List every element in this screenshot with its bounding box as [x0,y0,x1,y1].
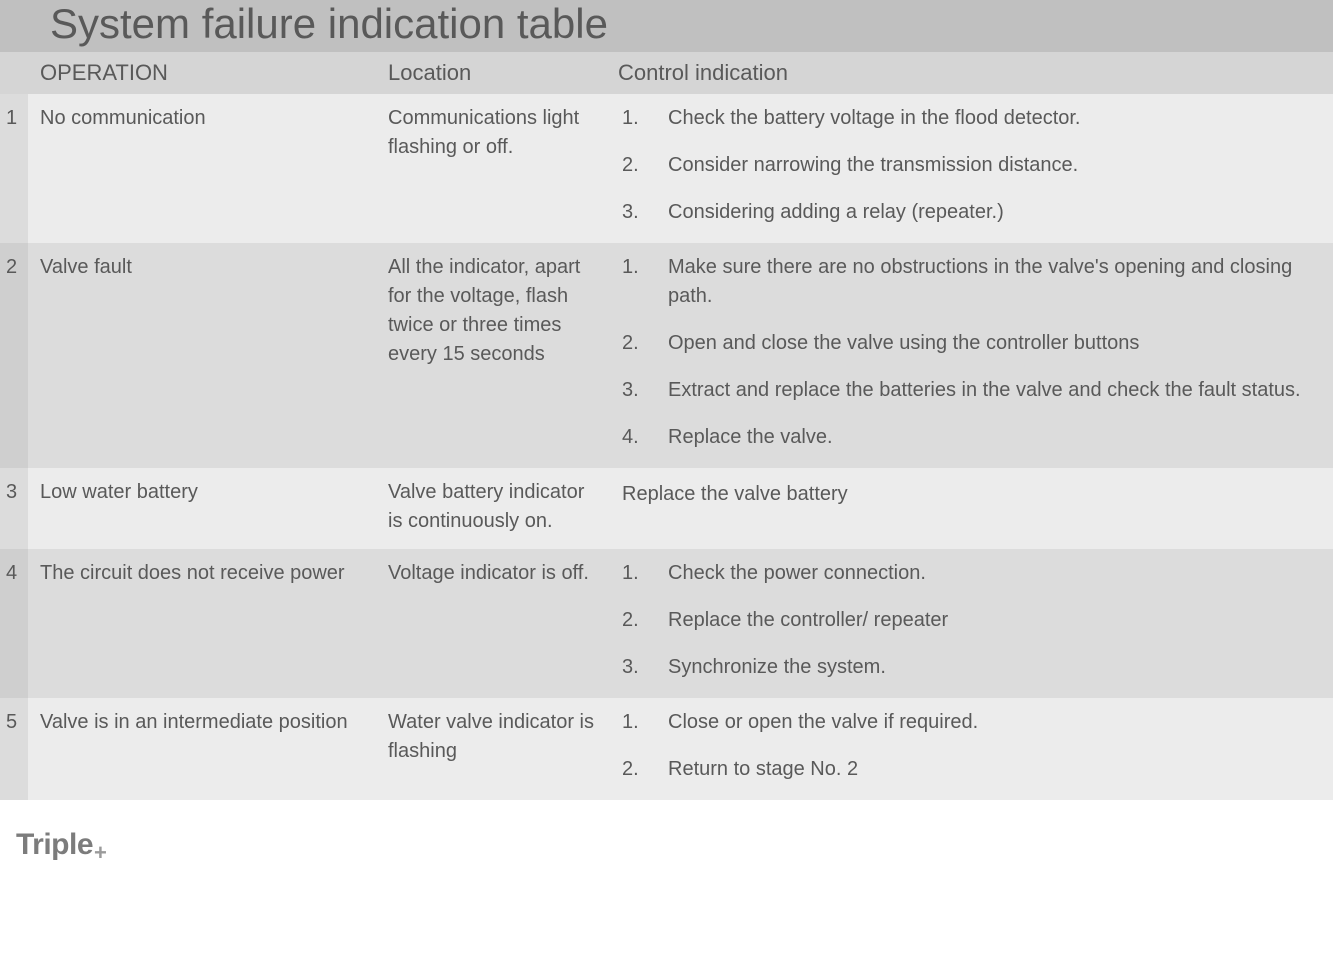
cell-location: Water valve indicator is flashing [376,698,606,800]
control-step: Extract and replace the batteries in the… [618,376,1321,405]
table-row: 5Valve is in an intermediate positionWat… [0,698,1333,800]
row-number: 1 [0,94,28,243]
failure-table: OPERATION Location Control indication 1N… [0,52,1333,800]
row-number: 5 [0,698,28,800]
control-step: Considering adding a relay (repeater.) [618,198,1321,227]
logo-plus-icon: + [94,840,106,866]
title-bar: System failure indication table [0,0,1333,52]
cell-control-indication: Make sure there are no obstructions in t… [606,243,1333,468]
cell-location: All the indicator, apart for the voltage… [376,243,606,468]
control-step: Consider narrowing the transmission dist… [618,151,1321,180]
cell-control-indication: Replace the valve battery [606,468,1333,549]
table-header-row: OPERATION Location Control indication [0,52,1333,94]
control-step: Check the battery voltage in the flood d… [618,104,1321,133]
control-text: Replace the valve battery [618,478,1321,539]
table-row: 3Low water batteryValve battery indicato… [0,468,1333,549]
cell-location: Communications light flashing or off. [376,94,606,243]
cell-operation: Valve fault [28,243,376,468]
table-row: 1No communicationCommunications light fl… [0,94,1333,243]
cell-location: Voltage indicator is off. [376,549,606,698]
cell-control-indication: Check the power connection. Replace the c… [606,549,1333,698]
col-header-num [0,52,28,94]
control-step: Check the power connection. [618,559,1321,588]
cell-operation: Low water battery [28,468,376,549]
col-header-operation: OPERATION [28,52,376,94]
cell-location: Valve battery indicator is continuously … [376,468,606,549]
page-title: System failure indication table [50,0,1333,48]
table-row: 2Valve faultAll the indicator, apart for… [0,243,1333,468]
brand-logo: Triple+ [16,828,106,862]
col-header-location: Location [376,52,606,94]
row-number: 3 [0,468,28,549]
row-number: 4 [0,549,28,698]
cell-control-indication: Check the battery voltage in the flood d… [606,94,1333,243]
cell-operation: No communication [28,94,376,243]
control-step: Return to stage No. 2 [618,755,1321,784]
control-step: Open and close the valve using the contr… [618,329,1321,358]
control-step: Close or open the valve if required. [618,708,1321,737]
control-steps-list: Check the power connection. Replace the c… [618,559,1321,682]
control-steps-list: Close or open the valve if required. Retu… [618,708,1321,784]
logo-text: Triple [16,828,93,862]
control-step: Synchronize the system. [618,653,1321,682]
table-row: 4The circuit does not receive powerVolta… [0,549,1333,698]
cell-operation: Valve is in an intermediate position [28,698,376,800]
cell-control-indication: Close or open the valve if required. Retu… [606,698,1333,800]
control-steps-list: Check the battery voltage in the flood d… [618,104,1321,227]
control-steps-list: Make sure there are no obstructions in t… [618,253,1321,452]
row-number: 2 [0,243,28,468]
col-header-control: Control indication [606,52,1333,94]
cell-operation: The circuit does not receive power [28,549,376,698]
control-step: Make sure there are no obstructions in t… [618,253,1321,311]
control-step: Replace the valve. [618,423,1321,452]
control-step: Replace the controller/ repeater [618,606,1321,635]
footer: Triple+ [0,800,1333,872]
